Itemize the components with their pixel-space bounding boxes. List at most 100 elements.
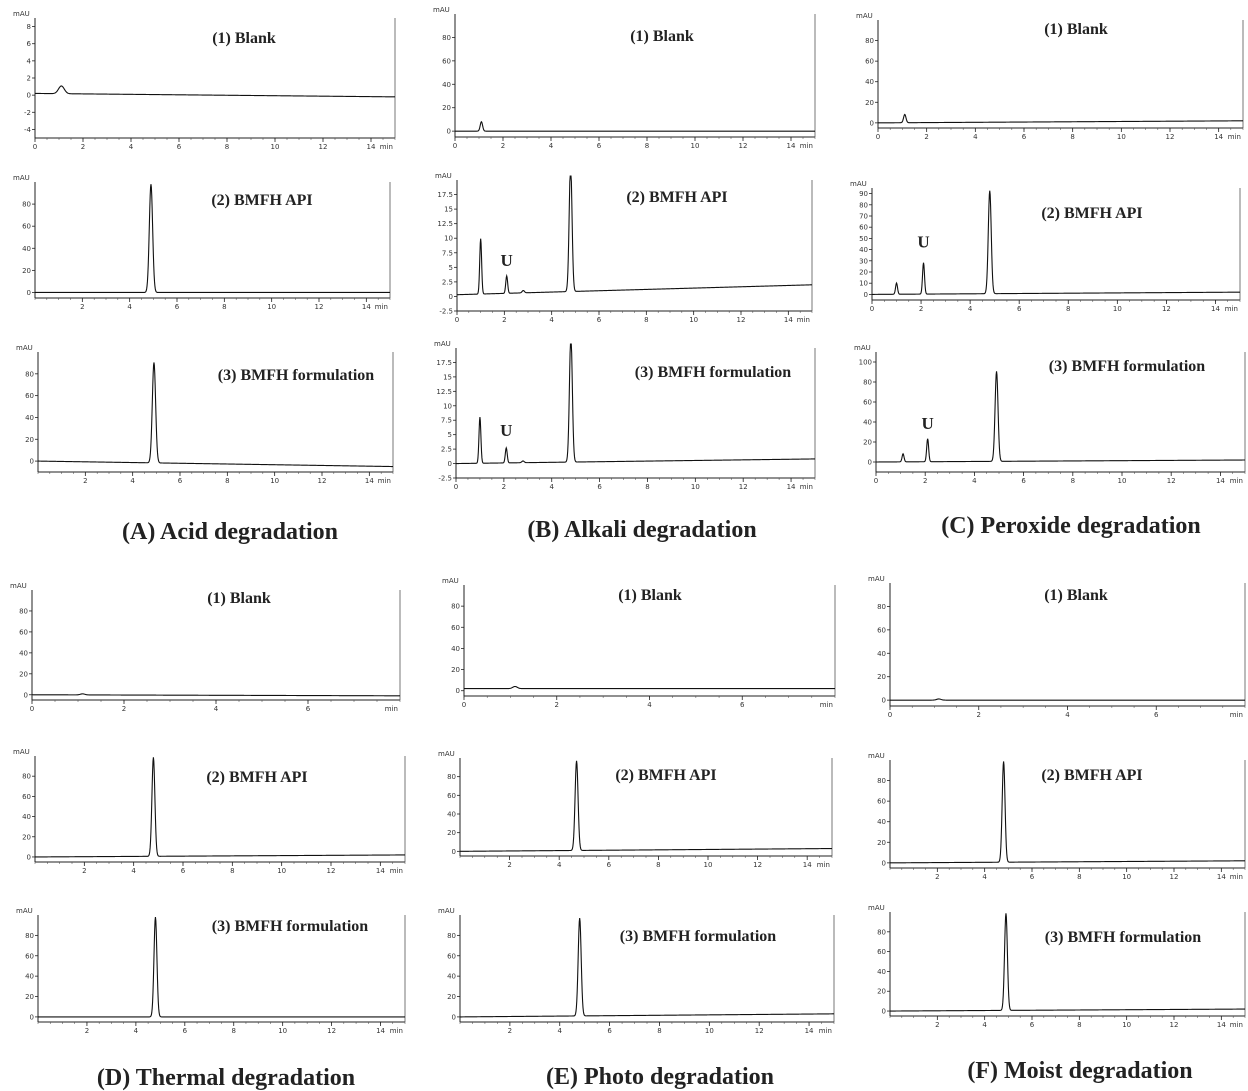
- chromatogram-title: (2) BMFH API: [615, 767, 716, 784]
- x-tick-label: 12: [739, 483, 748, 491]
- y-tick-label: 60: [22, 793, 31, 801]
- chromatogram-title: (1) Blank: [618, 587, 682, 604]
- x-tick-label: 6: [607, 861, 612, 869]
- x-tick-label: 4: [129, 143, 134, 151]
- x-axis-unit: min: [1230, 873, 1243, 881]
- caption-acid: (A) Acid degradation: [122, 519, 338, 545]
- chromatogram-title: (1) Blank: [207, 590, 271, 607]
- y-tick-label: 20: [863, 439, 872, 447]
- x-axis-unit: min: [385, 705, 398, 713]
- y-axis-label: mAU: [856, 12, 873, 20]
- y-tick-label: 8: [27, 23, 31, 31]
- x-tick-label: 14: [784, 316, 793, 324]
- x-tick-label: 12: [739, 142, 748, 150]
- y-tick-label: 7.5: [442, 249, 453, 257]
- caption-moist: (F) Moist degradation: [967, 1058, 1192, 1084]
- x-tick-label: 4: [557, 861, 562, 869]
- chromatogram-trace: [464, 685, 835, 690]
- chromatogram-trace: [460, 760, 833, 852]
- caption-thermal: (D) Thermal degradation: [97, 1065, 355, 1091]
- impurity-label: U: [917, 232, 929, 251]
- chromatogram-trace: [38, 916, 405, 1018]
- y-tick-label: 0: [448, 460, 452, 468]
- x-tick-label: 14: [362, 303, 371, 311]
- y-tick-label: 60: [877, 626, 886, 634]
- x-tick-label: 14: [365, 477, 374, 485]
- x-tick-label: 4: [973, 133, 978, 141]
- y-tick-label: 20: [451, 666, 460, 674]
- x-axis-unit: min: [1225, 305, 1238, 313]
- x-tick-label: 14: [787, 483, 796, 491]
- y-tick-label: 80: [877, 777, 886, 785]
- chromatogram-title: (1) Blank: [1044, 587, 1108, 604]
- y-tick-label: 60: [25, 392, 34, 400]
- y-tick-label: 0: [456, 687, 460, 695]
- y-tick-label: 80: [19, 607, 28, 615]
- x-tick-label: 6: [1030, 1021, 1035, 1029]
- x-tick-label: 4: [549, 142, 554, 150]
- x-tick-label: 6: [1022, 133, 1027, 141]
- y-tick-label: 80: [22, 773, 31, 781]
- y-axis-label: mAU: [13, 10, 30, 18]
- chromatogram-f-2: 0 20 40 60 80 2 4 6 8 10 12 14 mAU min (2) BMFH API: [868, 752, 1246, 881]
- chromatogram-trace: [35, 184, 390, 294]
- chromatogram-b-1: 0 20 40 60 80 0 2 4 6 8 10 12 14 mAU min (1) Blank: [433, 6, 816, 150]
- y-tick-label: 80: [22, 201, 31, 209]
- chromatogram-trace: [890, 913, 1245, 1012]
- chromatogram-title: (3) BMFH formulation: [635, 364, 792, 381]
- chromatogram-title: (1) Blank: [212, 30, 276, 47]
- x-tick-label: 10: [704, 861, 713, 869]
- y-tick-label: 0: [447, 128, 451, 136]
- chromatogram-trace: [456, 175, 813, 296]
- x-tick-label: 4: [972, 477, 977, 485]
- x-tick-label: 2: [935, 1021, 939, 1029]
- chromatogram-title: (3) BMFH formulation: [218, 367, 375, 384]
- x-tick-label: 14: [803, 861, 812, 869]
- y-tick-label: 90: [859, 190, 868, 198]
- x-tick-label: 14: [376, 1027, 385, 1035]
- x-tick-label: 6: [607, 1027, 612, 1035]
- chromatogram-d-1: 0 20 40 60 80 0 2 4 6 mAU min (1) Blank: [10, 582, 401, 713]
- x-axis-unit: min: [817, 861, 830, 869]
- chromatogram-title: (3) BMFH formulation: [212, 918, 369, 935]
- y-tick-label: 0: [868, 459, 872, 467]
- x-tick-label: 12: [1166, 133, 1175, 141]
- chromatogram-title: (3) BMFH formulation: [620, 928, 777, 945]
- x-tick-label: 4: [214, 705, 219, 713]
- y-tick-label: 80: [865, 37, 874, 45]
- y-axis-label: mAU: [438, 750, 455, 758]
- x-tick-label: 12: [753, 861, 762, 869]
- x-tick-label: 6: [175, 303, 180, 311]
- x-tick-label: 14: [787, 142, 796, 150]
- x-tick-label: 14: [367, 143, 376, 151]
- x-axis-unit: min: [1230, 1021, 1243, 1029]
- x-tick-label: 6: [597, 316, 602, 324]
- x-tick-label: 6: [1021, 477, 1026, 485]
- y-tick-label: 0: [864, 291, 868, 299]
- x-tick-label: 0: [462, 701, 466, 709]
- x-tick-label: 4: [549, 483, 554, 491]
- x-tick-label: 4: [647, 701, 652, 709]
- x-tick-label: 2: [508, 1027, 512, 1035]
- x-tick-label: 8: [1077, 1021, 1081, 1029]
- y-tick-label: 0: [27, 853, 31, 861]
- x-tick-label: 6: [177, 143, 182, 151]
- y-tick-label: 20: [25, 993, 34, 1001]
- x-tick-label: 12: [319, 143, 328, 151]
- x-tick-label: 8: [222, 303, 226, 311]
- x-tick-label: 2: [924, 133, 928, 141]
- chromatogram-d-2: 0 20 40 60 80 2 4 6 8 10 12 14 mAU min (2) BMFH API: [13, 748, 406, 875]
- y-tick-label: 60: [19, 628, 28, 636]
- x-tick-label: 0: [888, 711, 892, 719]
- y-tick-label: 10: [859, 280, 868, 288]
- y-tick-label: 20: [865, 99, 874, 107]
- chromatogram-trace: [35, 757, 406, 858]
- y-tick-label: 20: [19, 670, 28, 678]
- chromatogram-trace: [455, 120, 815, 132]
- y-axis-label: mAU: [13, 748, 30, 756]
- y-tick-label: 20: [447, 829, 456, 837]
- x-tick-label: 8: [230, 867, 234, 875]
- y-tick-label: 60: [25, 952, 34, 960]
- chromatogram-title: (1) Blank: [1044, 21, 1108, 38]
- y-tick-label: 20: [22, 833, 31, 841]
